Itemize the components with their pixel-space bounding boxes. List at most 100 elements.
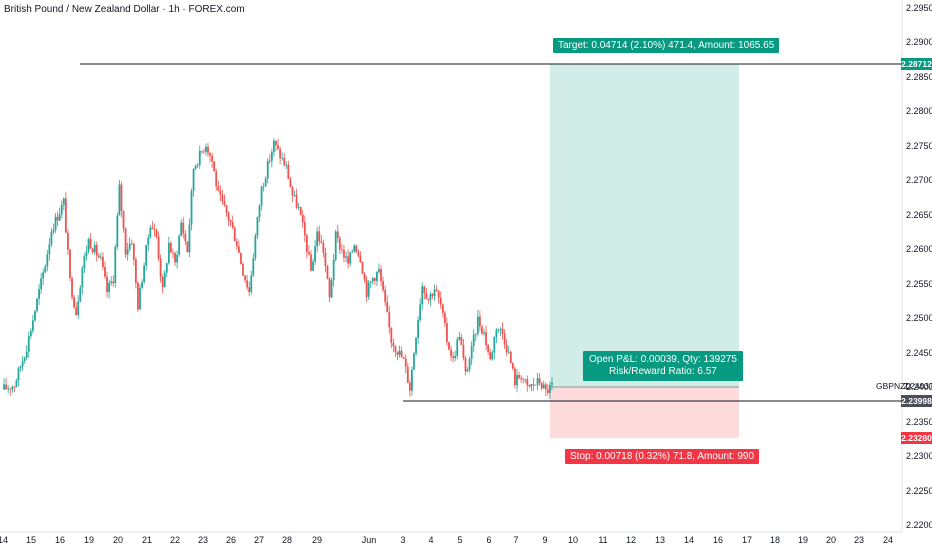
candle-body <box>89 238 92 249</box>
candle-body <box>161 276 164 288</box>
candle-body <box>448 342 450 350</box>
candle-body <box>507 351 510 353</box>
candle-body <box>429 294 432 300</box>
candle-body <box>42 272 45 279</box>
candle-body <box>132 243 135 260</box>
time-tick-label: 14 <box>683 535 695 545</box>
candle-body <box>347 256 349 264</box>
candle-body <box>281 157 284 159</box>
candle-body <box>79 287 82 302</box>
candle-body <box>235 241 238 247</box>
candle-body <box>258 205 261 217</box>
candle-body <box>240 252 242 264</box>
candle-body <box>25 351 28 358</box>
candle-body <box>542 384 545 389</box>
target-label[interactable]: Target: 0.04714 (2.10%) 471.4, Amount: 1… <box>553 38 780 53</box>
candle-body <box>415 337 417 354</box>
candle-body <box>338 238 341 250</box>
candle-body <box>320 241 323 243</box>
candle-body <box>178 235 181 255</box>
pnl-label[interactable]: Open P&L: 0.00039, Qty: 139275 Risk/Rewa… <box>583 351 743 381</box>
candle-body <box>345 256 347 258</box>
candle-body <box>357 252 360 256</box>
candle-body <box>15 380 18 388</box>
candle-body <box>299 207 302 215</box>
candle-body <box>11 386 14 390</box>
candle-body <box>130 243 133 245</box>
price-tick-label: 2.27000 <box>906 175 932 186</box>
candle-body <box>382 281 384 290</box>
time-tick-label: 6 <box>486 535 492 545</box>
candle-body <box>27 336 30 352</box>
candle-body <box>518 375 520 379</box>
candle-body <box>194 165 197 169</box>
candle-body <box>472 334 475 346</box>
candle-body <box>316 231 319 247</box>
candle-body <box>340 249 343 251</box>
candle-body <box>460 337 463 346</box>
price-tick-label: 2.29500 <box>906 3 932 13</box>
candle-body <box>363 273 366 280</box>
candle-body <box>167 242 170 264</box>
candle-body <box>17 367 20 381</box>
candle-body <box>29 330 32 337</box>
candle-body <box>376 272 378 281</box>
candle-body <box>404 358 407 367</box>
candle-body <box>64 198 67 233</box>
candle-body <box>516 375 518 386</box>
price-tick-label: 2.24000 <box>906 382 932 393</box>
time-tick-label: 14 <box>0 535 9 545</box>
candle-body <box>454 355 457 359</box>
candle-body <box>291 187 294 196</box>
target-zone[interactable] <box>550 64 739 387</box>
candle-body <box>402 357 405 359</box>
candle-body <box>458 337 461 340</box>
candle-body <box>489 351 492 360</box>
candle-body <box>301 214 304 223</box>
candle-body <box>511 363 514 369</box>
candle-body <box>260 186 263 206</box>
candle-body <box>334 231 337 260</box>
candle-body <box>530 384 533 387</box>
candle-body <box>252 258 255 276</box>
candle-body <box>423 286 426 294</box>
candle-body <box>371 278 374 282</box>
candle-body <box>483 332 485 334</box>
time-tick-label: 29 <box>311 535 323 545</box>
candle-body <box>81 268 84 288</box>
candle-body <box>219 190 222 195</box>
candle-body <box>390 327 393 344</box>
price-tick-label: 2.23000 <box>906 451 932 462</box>
candle-body <box>310 254 312 271</box>
candle-body <box>71 278 73 298</box>
candle-body <box>124 228 127 255</box>
candle-body <box>394 346 397 352</box>
time-tick-label: 26 <box>225 535 237 545</box>
candle-body <box>170 242 172 253</box>
candle-body <box>289 178 292 188</box>
candle-body <box>139 287 141 310</box>
candle-body <box>524 379 527 381</box>
time-tick-label: 16 <box>54 535 66 545</box>
candle-body <box>215 171 218 187</box>
candle-body <box>485 332 487 346</box>
candle-body <box>322 242 325 253</box>
time-tick-label: 13 <box>654 535 666 545</box>
candle-body <box>283 157 286 166</box>
candle-body <box>56 216 59 221</box>
candle-body <box>46 254 49 267</box>
stop-zone[interactable] <box>550 387 739 438</box>
candle-body <box>102 256 104 268</box>
pnl-line-1: Open P&L: 0.00039, Qty: 139275 <box>589 354 737 365</box>
price-badge-stop: 2.23280 <box>901 432 932 444</box>
price-tick-label: 2.22500 <box>906 485 932 496</box>
candle-body <box>540 383 543 389</box>
candle-body <box>509 351 512 364</box>
candle-body <box>118 184 121 216</box>
candle-body <box>293 194 296 196</box>
candle-body <box>172 252 174 254</box>
stop-label[interactable]: Stop: 0.00718 (0.32%) 71.8, Amount: 990 <box>565 449 760 464</box>
candle-body <box>474 333 477 335</box>
candle-body <box>13 386 16 388</box>
